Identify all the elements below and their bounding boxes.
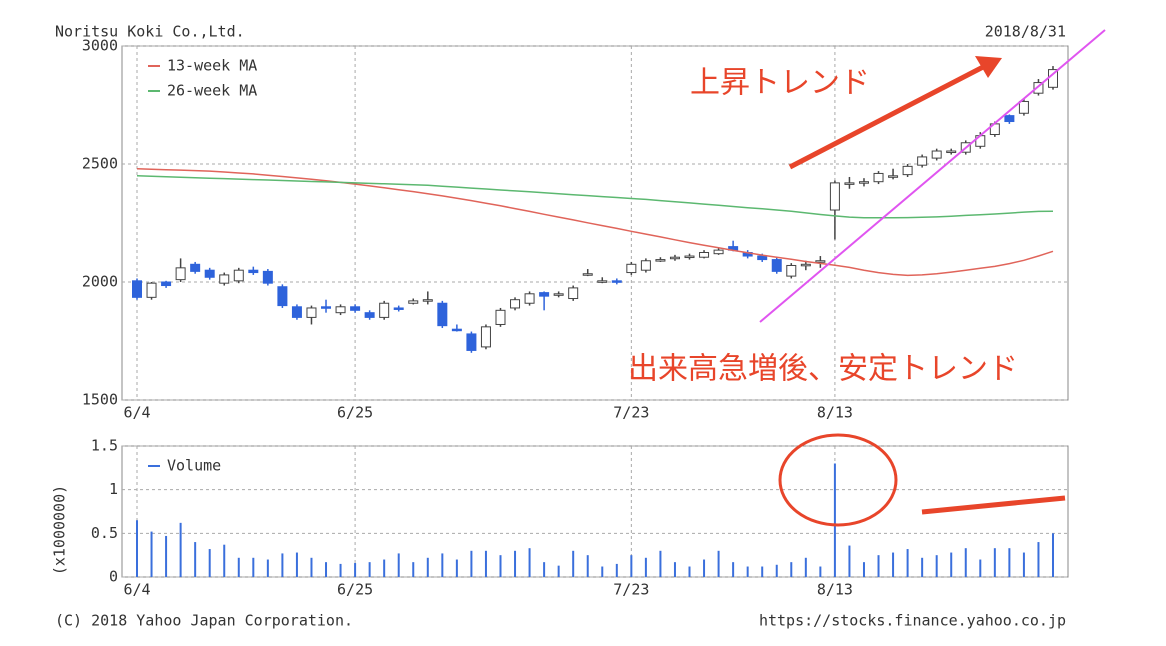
ma-line <box>136 175 1054 219</box>
candle-body <box>379 302 390 318</box>
candle-body <box>262 270 273 284</box>
y-tick-label: 0 <box>109 568 118 586</box>
volume-trend-line <box>921 495 1066 515</box>
candle-body <box>393 307 404 310</box>
candle-body <box>757 255 768 261</box>
candle-body <box>888 175 899 178</box>
x-tick-label: 8/13 <box>817 581 853 599</box>
y-tick-label: 1500 <box>82 391 118 409</box>
candle-body <box>640 260 651 271</box>
candle-body <box>917 156 928 166</box>
candle-body <box>219 274 230 284</box>
candle-body <box>829 182 840 211</box>
legend-label: 13-week MA <box>167 57 257 75</box>
candle-body <box>553 293 564 296</box>
candle-body <box>626 263 637 274</box>
x-tick-label: 6/25 <box>337 581 373 599</box>
y-tick-label: 0.5 <box>91 524 118 542</box>
x-tick-label: 7/23 <box>613 581 649 599</box>
candle-body <box>161 281 172 287</box>
candle-body <box>1033 82 1044 94</box>
candle-body <box>146 282 157 298</box>
arrow-head <box>975 56 1002 78</box>
x-tick-label: 7/23 <box>613 404 649 422</box>
candle-body <box>524 293 535 304</box>
candle-body <box>495 309 506 325</box>
candle-body <box>364 312 375 318</box>
volume-circle <box>778 433 898 527</box>
candle-body <box>132 280 142 298</box>
candle-body <box>946 150 957 154</box>
candle-body <box>277 286 288 307</box>
candle-body <box>655 259 666 262</box>
trend-arrow <box>788 63 987 170</box>
x-tick-label: 6/25 <box>337 404 373 422</box>
candle-body <box>1018 100 1029 114</box>
candle-body <box>480 326 491 348</box>
candle-body <box>190 263 201 272</box>
candle-body <box>669 256 680 260</box>
candle-body <box>248 269 259 274</box>
candle-body <box>422 299 433 302</box>
candle-body <box>931 150 942 159</box>
candle-body <box>451 328 462 332</box>
candle-body <box>1004 115 1015 123</box>
candle-body <box>233 269 244 282</box>
volume-unit-label: (x1000000) <box>51 485 69 575</box>
candle-body <box>873 172 884 183</box>
y-tick-label: 2000 <box>82 273 118 291</box>
candle-body <box>684 255 695 259</box>
candle-body <box>844 182 855 185</box>
copyright: (C) 2018 Yahoo Japan Corporation. <box>55 612 353 630</box>
candle-body <box>539 292 550 297</box>
y-tick-label: 3000 <box>82 37 118 55</box>
candle-body <box>800 263 811 267</box>
legend-label: Volume <box>167 457 221 475</box>
plots: 1500 2000 2500 3000 6/4 6/25 7/23 8/13 13-week M… <box>82 37 1069 599</box>
x-tick-label: 8/13 <box>817 404 853 422</box>
y-tick-label: 1 <box>109 480 118 498</box>
legend-label: 26-week MA <box>167 82 257 100</box>
candle-body <box>408 300 419 304</box>
candle-body <box>335 306 346 314</box>
annotation-text: 上昇トレンド <box>690 66 870 101</box>
candle-body <box>321 306 332 309</box>
candle-body <box>858 181 869 184</box>
candle-body <box>291 306 302 318</box>
candle-body <box>350 306 361 311</box>
annotations: 上昇トレンド 出来高急増後、安定トレンド <box>628 29 1106 527</box>
candle-body <box>597 280 608 283</box>
y-tick-label: 2500 <box>82 155 118 173</box>
chart-date: 2018/8/31 <box>985 23 1066 41</box>
candle-body <box>611 280 622 283</box>
trend-line <box>759 29 1106 323</box>
candle-body <box>568 287 579 300</box>
ma-line <box>136 167 1054 277</box>
candle-body <box>713 249 724 255</box>
candle-body <box>582 273 593 276</box>
source-url: https://stocks.finance.yahoo.co.jp <box>759 612 1066 630</box>
candle-body <box>306 307 317 318</box>
candle-body <box>175 267 186 281</box>
candle-body <box>466 333 477 351</box>
y-tick-label: 1.5 <box>91 437 118 455</box>
x-tick-label: 6/4 <box>123 404 150 422</box>
candle-body <box>510 299 521 309</box>
candle-body <box>699 252 710 258</box>
candle-body <box>815 260 826 263</box>
candle-body <box>204 269 215 278</box>
candle-body <box>902 165 913 176</box>
candle-body <box>786 264 797 277</box>
annotation-text: 出来高急増後、安定トレンド <box>628 352 1018 387</box>
x-tick-label: 6/4 <box>123 581 150 599</box>
plot-frame <box>121 445 1069 578</box>
candle-body <box>437 302 448 327</box>
company-name: Noritsu Koki Co.,Ltd. <box>55 23 245 41</box>
candle-body <box>771 259 782 272</box>
